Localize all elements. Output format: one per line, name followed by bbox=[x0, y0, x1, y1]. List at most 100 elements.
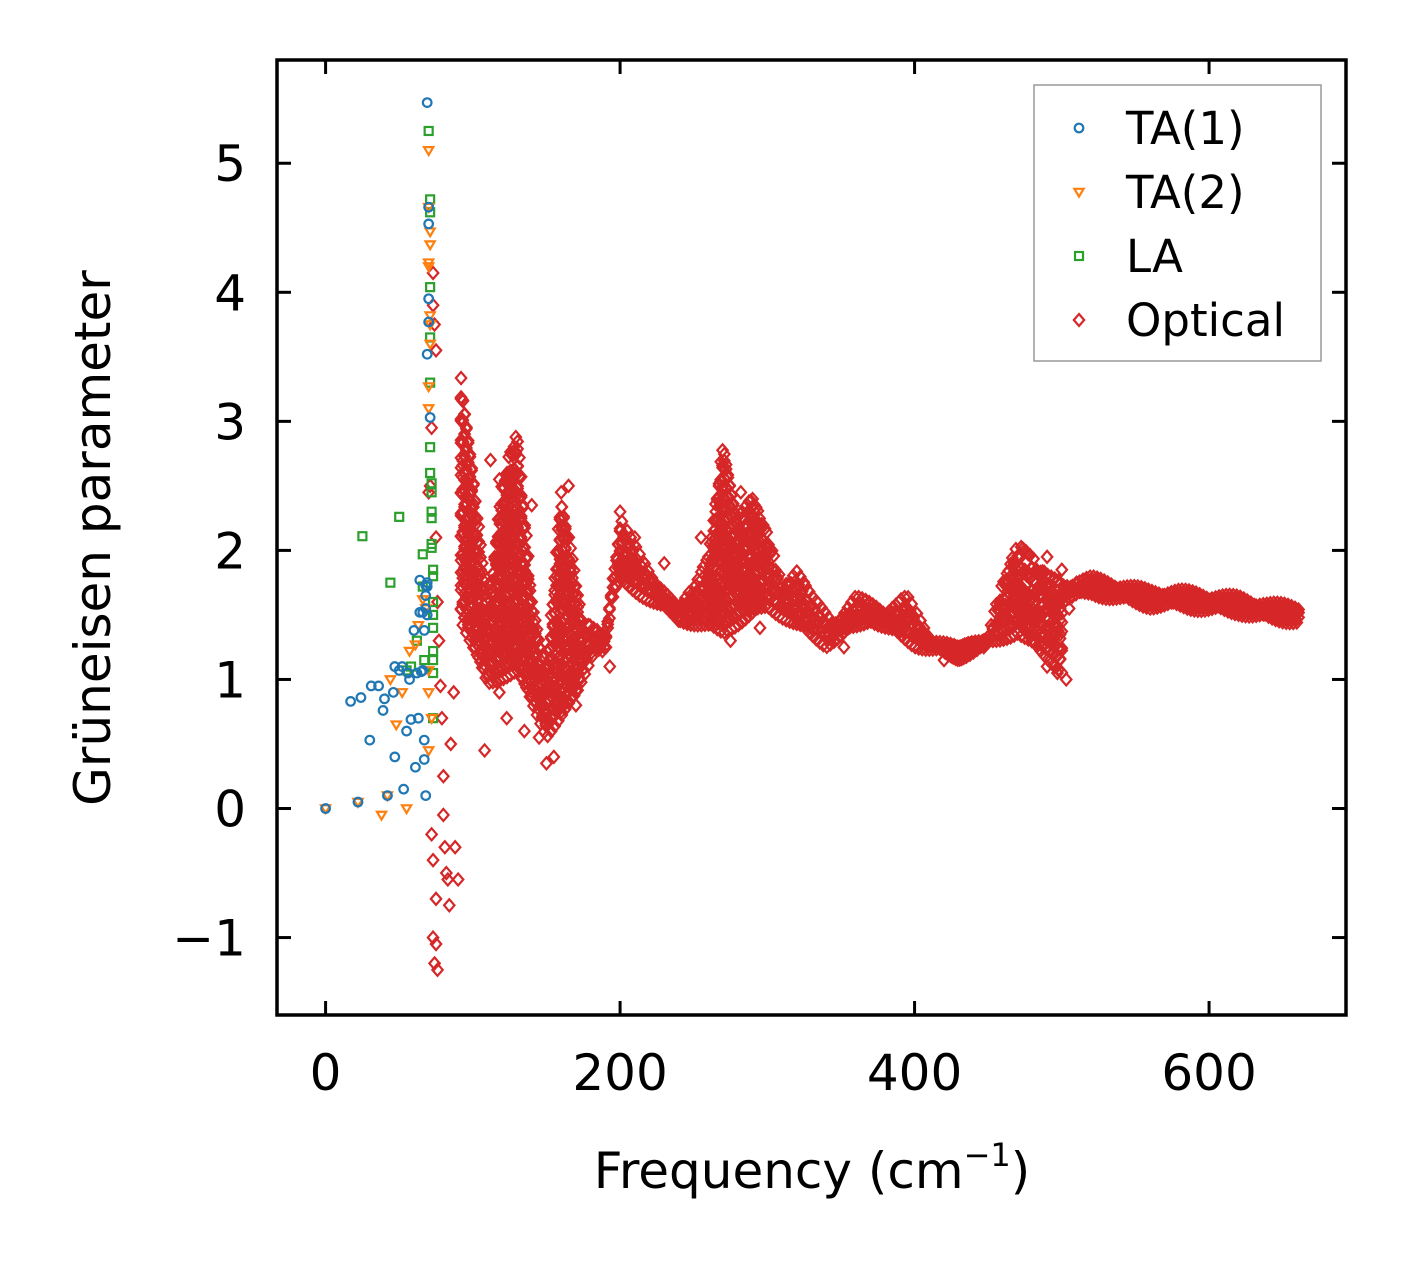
optical-point bbox=[1055, 640, 1069, 656]
optical-point bbox=[427, 316, 442, 333]
optical-point bbox=[500, 710, 514, 726]
optical-point bbox=[904, 596, 919, 612]
optical-point bbox=[532, 729, 546, 746]
ta2-point bbox=[423, 311, 437, 323]
optical-point bbox=[492, 684, 506, 701]
ta1-point bbox=[398, 783, 410, 795]
optical-point bbox=[540, 728, 555, 744]
series-ta1 bbox=[320, 97, 436, 814]
ta2-point bbox=[351, 797, 365, 809]
optical-point bbox=[694, 529, 708, 546]
optical-point bbox=[628, 529, 642, 546]
y-tick-label: 4 bbox=[214, 264, 246, 322]
optical-point bbox=[599, 629, 613, 646]
optical-point bbox=[517, 723, 532, 739]
legend-label-ta2: TA(2) bbox=[1125, 166, 1245, 219]
ta1-point bbox=[404, 674, 415, 685]
ta2-point bbox=[383, 675, 397, 687]
legend-marker-optical bbox=[1072, 312, 1086, 328]
optical-point bbox=[451, 871, 465, 888]
ta1-point bbox=[373, 680, 384, 692]
optical-point bbox=[438, 839, 452, 855]
la-point bbox=[357, 531, 368, 542]
optical-point bbox=[850, 618, 864, 634]
ta1-point bbox=[365, 680, 377, 692]
optical-point bbox=[463, 446, 477, 463]
legend-marker-ta1 bbox=[1073, 122, 1085, 134]
optical-point bbox=[735, 613, 749, 630]
optical-point bbox=[723, 633, 738, 649]
optical-point bbox=[521, 548, 535, 564]
optical-point bbox=[461, 432, 475, 449]
optical-point bbox=[602, 600, 617, 616]
ta1-point bbox=[420, 790, 432, 802]
ta1-point bbox=[412, 712, 424, 724]
optical-point bbox=[459, 421, 474, 437]
optical-point bbox=[753, 516, 767, 532]
optical-point bbox=[1041, 613, 1055, 629]
x-axis-title: Frequency (cm−1) bbox=[594, 1136, 1031, 1200]
la-point bbox=[426, 506, 437, 517]
ta1-point bbox=[377, 705, 389, 716]
optical-point bbox=[514, 469, 528, 485]
optical-point bbox=[583, 645, 598, 662]
ta2-point bbox=[422, 258, 436, 270]
y-tick-label: 1 bbox=[214, 651, 246, 709]
ta1-point bbox=[421, 348, 433, 360]
la-point bbox=[427, 571, 439, 582]
optical-point bbox=[918, 626, 932, 642]
optical-point bbox=[615, 513, 629, 530]
ta1-point bbox=[352, 796, 364, 808]
optical-point bbox=[751, 503, 765, 519]
legend: TA(1) TA(2) LA Optical bbox=[1033, 84, 1322, 362]
ta1-point bbox=[421, 97, 433, 108]
ta2-point bbox=[422, 688, 436, 700]
optical-point bbox=[753, 620, 767, 636]
ta2-point bbox=[400, 804, 414, 816]
optical-point bbox=[427, 955, 442, 972]
optical-point bbox=[441, 871, 455, 888]
ta1-point bbox=[421, 609, 433, 621]
x-tick-label: 0 bbox=[310, 1044, 342, 1102]
optical-point bbox=[601, 620, 615, 636]
optical-point bbox=[456, 392, 470, 408]
ta2-point bbox=[389, 720, 403, 732]
la-point bbox=[426, 487, 437, 498]
optical-point bbox=[457, 406, 472, 423]
ta2-point bbox=[319, 804, 333, 816]
x-axis-title-close: ) bbox=[1011, 1142, 1031, 1200]
optical-point bbox=[1053, 600, 1067, 617]
ta1-point bbox=[418, 734, 430, 746]
optical-point bbox=[465, 460, 479, 476]
optical-point bbox=[1050, 665, 1065, 681]
ta2-point bbox=[422, 146, 436, 158]
plot-frame bbox=[275, 58, 1348, 1017]
optical-point bbox=[1025, 600, 1040, 617]
optical-point bbox=[432, 633, 446, 649]
optical-point bbox=[429, 891, 443, 907]
optical-point bbox=[483, 452, 498, 468]
ta2-point bbox=[402, 646, 417, 658]
ta1-point bbox=[408, 625, 420, 636]
la-point bbox=[385, 577, 396, 588]
series-optical bbox=[422, 265, 1306, 978]
ta1-point bbox=[423, 316, 435, 328]
optical-point bbox=[1049, 620, 1063, 636]
optical-point bbox=[1053, 651, 1067, 668]
ta1-point bbox=[424, 412, 436, 423]
optical-point bbox=[533, 640, 548, 657]
optical-point bbox=[1291, 601, 1306, 618]
optical-point bbox=[447, 684, 461, 701]
optical-point bbox=[430, 594, 445, 610]
optical-point bbox=[436, 768, 451, 784]
y-tick-label: 0 bbox=[214, 781, 246, 839]
optical-point bbox=[518, 520, 532, 536]
optical-point bbox=[554, 484, 568, 501]
optical-point bbox=[679, 613, 693, 630]
optical-point bbox=[554, 704, 568, 720]
ta2-point bbox=[422, 746, 436, 758]
y-tick-label: 3 bbox=[214, 393, 246, 451]
optical-point bbox=[709, 607, 723, 623]
optical-point bbox=[937, 652, 951, 668]
optical-point bbox=[1055, 642, 1069, 659]
